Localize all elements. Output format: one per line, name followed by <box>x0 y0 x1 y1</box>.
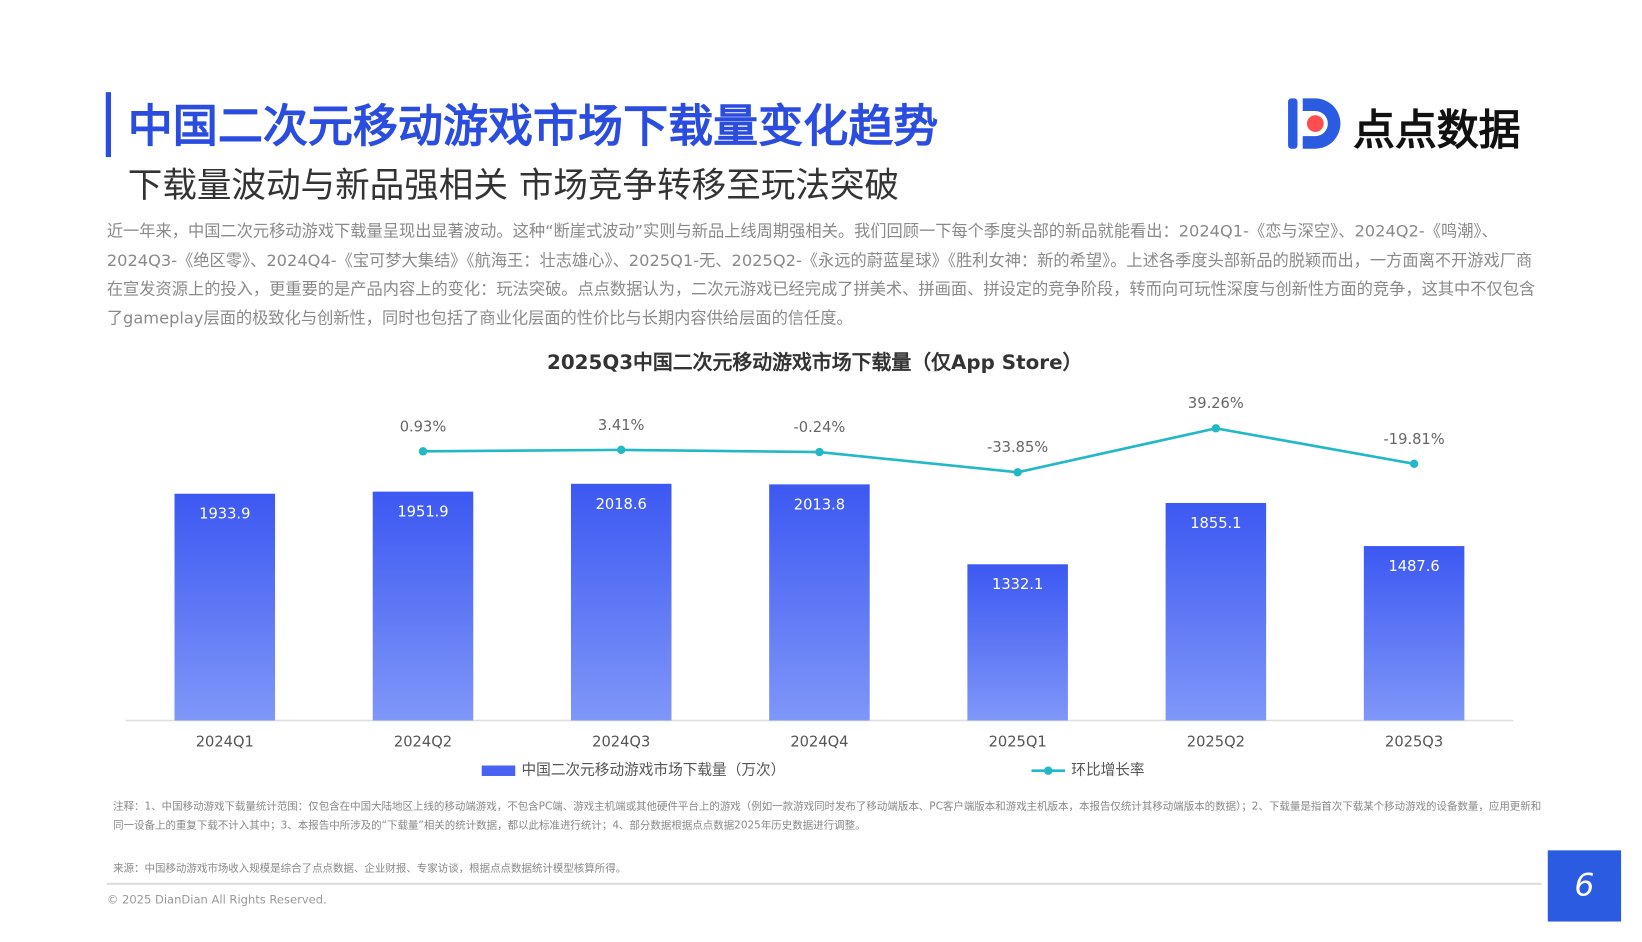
logo-text: 点点数据 <box>1352 106 1521 155</box>
intro-paragraph: 近一年来，中国二次元移动游戏下载量呈现出显著波动。这种“断崖式波动”实则与新品上… <box>106 222 1536 328</box>
line-point <box>1409 459 1419 469</box>
x-tick-label: 2024Q4 <box>790 733 848 750</box>
bar <box>570 483 672 721</box>
notes: 注释：1、中国移动游戏下载量统计范围：仅包含在中国大陆地区上线的移动端游戏，不包… <box>113 801 1542 832</box>
x-tick-label: 2024Q1 <box>196 733 254 750</box>
chart: 2025Q3中国二次元移动游戏市场下载量（仅App Store） 2024Q1 2… <box>125 351 1514 779</box>
line-value-label: 0.93% <box>400 418 447 435</box>
bar <box>967 564 1068 721</box>
bar-value-label: 2013.8 <box>794 496 845 513</box>
bar-value-label: 1951.9 <box>397 504 448 521</box>
title-accent <box>105 92 112 158</box>
source: 来源：中国移动游戏市场收入规模是综合了点点数据、企业财报、专家访谈，根据点点数据… <box>113 862 627 875</box>
line-point <box>418 447 428 456</box>
slide-subtitle: 下载量波动与新品强相关 市场竞争转移至玩法突破 <box>127 164 900 206</box>
legend-label: 环比增长率 <box>1071 762 1144 779</box>
bar-value-label: 1933.9 <box>199 506 250 523</box>
bar <box>1165 502 1267 721</box>
line-value-label: -19.81% <box>1384 431 1445 448</box>
bar-value-label: 1487.6 <box>1388 558 1439 575</box>
line-value-label: 3.41% <box>598 417 645 434</box>
copyright: © 2025 DianDian All Rights Reserved. <box>106 893 327 907</box>
x-tick-label: 2024Q2 <box>394 733 452 750</box>
page-number: 6 <box>1547 850 1622 922</box>
bar-value-label: 1855.1 <box>1190 515 1241 532</box>
line-point <box>815 447 824 457</box>
legend-label: 中国二次元移动游戏市场下载量（万次） <box>522 762 786 779</box>
slide-title: 中国二次元移动游戏市场下载量变化趋势 <box>127 100 939 153</box>
legend-swatch <box>481 765 516 776</box>
footer-rule <box>106 882 1542 885</box>
x-tick-label: 2024Q3 <box>592 733 650 750</box>
chart-title: 2025Q3中国二次元移动游戏市场下载量（仅App Store） <box>547 351 1082 374</box>
line-point <box>1013 468 1022 477</box>
x-tick-label: 2025Q3 <box>1385 733 1443 750</box>
x-tick-label: 2025Q2 <box>1187 733 1245 750</box>
bar-value-label: 1332.1 <box>992 576 1043 593</box>
bar <box>769 484 870 721</box>
bar <box>372 491 474 721</box>
bar <box>1363 546 1465 721</box>
line-point <box>617 445 626 455</box>
line-point <box>1211 424 1221 433</box>
growth-line <box>422 426 1415 474</box>
legend-swatch-dot <box>1044 766 1053 775</box>
line-value-label: -33.85% <box>987 439 1048 456</box>
line-value-label: 39.26% <box>1188 395 1244 412</box>
x-tick-label: 2025Q1 <box>989 733 1047 750</box>
bar <box>174 493 276 721</box>
bar-value-label: 2018.6 <box>596 496 647 513</box>
line-value-label: -0.24% <box>794 419 846 436</box>
logo-icon <box>1288 98 1341 149</box>
